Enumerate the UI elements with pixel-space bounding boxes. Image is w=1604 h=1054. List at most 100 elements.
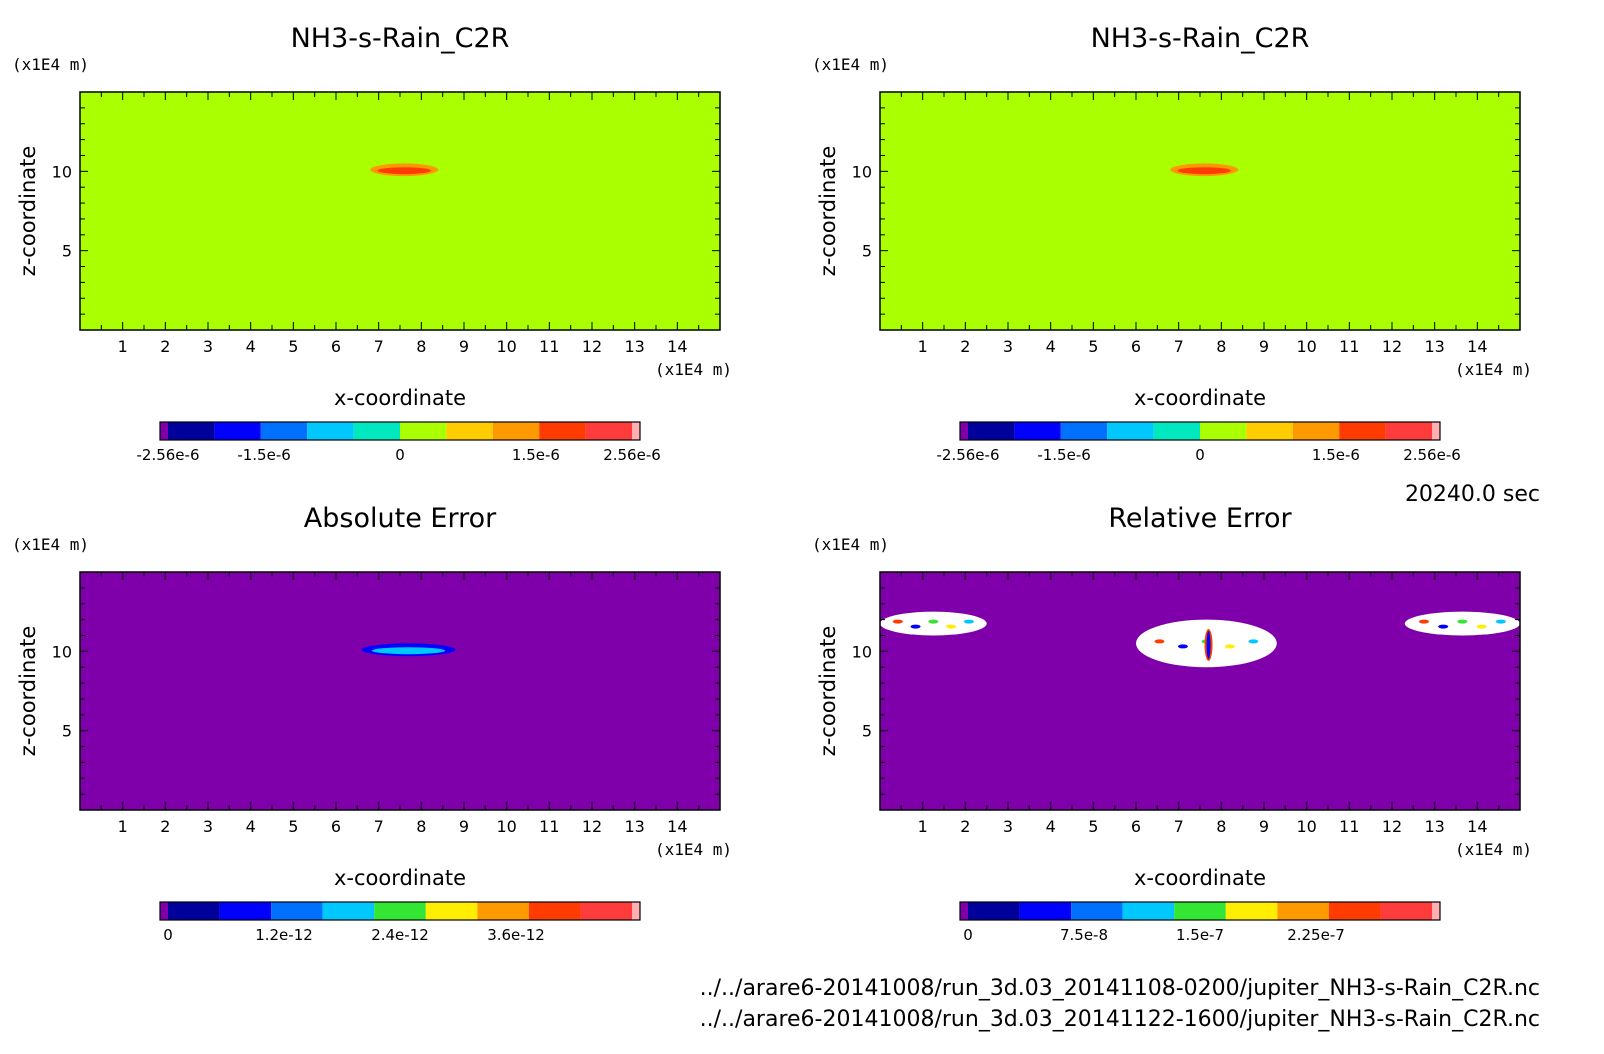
colorbar-segment: [1246, 422, 1293, 440]
x-tick-label: 1: [118, 817, 128, 836]
x-tick-label: 11: [539, 337, 559, 356]
x-tick-label: 14: [1467, 337, 1487, 356]
x-tick-label: 12: [1382, 337, 1402, 356]
x-tick-label: 5: [1088, 337, 1098, 356]
y-tick-label: 5: [62, 242, 72, 261]
colorbar-segment: [214, 422, 261, 440]
x-unit-label: (x1E4 m): [655, 360, 732, 379]
colorbar-segment: [271, 902, 323, 920]
plot-area: [880, 572, 1520, 810]
colorbar-segment: [960, 422, 968, 440]
plot-area: [80, 92, 720, 330]
x-tick-label: 10: [1296, 817, 1316, 836]
x-tick-label: 1: [918, 337, 928, 356]
colorbar-label: -2.56e-6: [937, 446, 1000, 464]
x-tick-label: 3: [1003, 337, 1013, 356]
chart-title: NH3-s-Rain_C2R: [291, 23, 510, 54]
colorbar-segment: [1174, 902, 1226, 920]
x-tick-label: 2: [160, 817, 170, 836]
colorbar-segment: [1200, 422, 1247, 440]
y-unit-label: (x1E4 m): [812, 55, 889, 74]
colorbar-label: 0: [163, 926, 173, 944]
colorbar-frame: [959, 421, 1441, 441]
colorbar-segment: [960, 902, 968, 920]
colorbar-frame: [159, 901, 641, 921]
colorbar-segment: [1071, 902, 1123, 920]
colorbar-label: -1.5e-6: [237, 446, 290, 464]
x-tick-label: 11: [539, 817, 559, 836]
colorbar-segment: [968, 422, 1015, 440]
contour-speck: [928, 619, 939, 624]
y-axis-label: z-coordinate: [16, 146, 40, 277]
colorbar-segment: [1385, 422, 1432, 440]
x-tick-label: 14: [667, 337, 687, 356]
colorbar-label: 1.5e-7: [1176, 926, 1224, 944]
x-tick-label: 6: [1131, 817, 1141, 836]
footer-path-2: ../../arare6-20141008/run_3d.03_20141122…: [699, 1007, 1540, 1032]
colorbar-segment: [322, 902, 375, 920]
colorbar-segment: [492, 422, 540, 440]
colorbar-segment: [1339, 422, 1386, 440]
y-tick-label: 5: [862, 242, 872, 261]
chart-panel-4: Relative Error(x1E4 m)1 2 3 4 5 6 7 8 9 10 11 12 13 1…: [812, 503, 1532, 944]
colorbar-segment: [1019, 902, 1072, 920]
x-tick-label: 13: [1424, 337, 1444, 356]
contour-feature-core: [377, 167, 431, 175]
x-tick-label: 12: [582, 337, 602, 356]
x-tick-label: 7: [374, 817, 384, 836]
x-tick-label: 3: [203, 817, 213, 836]
x-tick-label: 8: [416, 337, 426, 356]
y-tick-label: 10: [852, 162, 872, 181]
y-unit-label: (x1E4 m): [12, 55, 89, 74]
x-tick-label: 14: [1467, 817, 1487, 836]
y-axis-label: z-coordinate: [816, 146, 840, 277]
x-unit-label: (x1E4 m): [655, 840, 732, 859]
contour-speck: [910, 624, 921, 629]
colorbar-segment: [160, 902, 168, 920]
plot-area: [80, 572, 720, 810]
x-tick-label: 8: [416, 817, 426, 836]
colorbar-segment: [1380, 902, 1432, 920]
x-tick-label: 8: [1216, 817, 1226, 836]
contour-feature-core: [371, 647, 446, 655]
y-tick-label: 10: [52, 162, 72, 181]
colorbar-segment: [632, 422, 640, 440]
x-tick-label: 9: [459, 337, 469, 356]
colorbar-frame: [159, 421, 641, 441]
colorbar-segment: [1432, 902, 1440, 920]
x-axis-label: x-coordinate: [1134, 386, 1266, 410]
x-tick-label: 4: [246, 337, 256, 356]
y-tick-label: 10: [852, 642, 872, 661]
contour-speck: [1457, 619, 1468, 624]
x-axis-label: x-coordinate: [1134, 866, 1266, 890]
colorbar-segment: [1432, 422, 1440, 440]
x-tick-label: 10: [1296, 337, 1316, 356]
colorbar-segment: [400, 422, 447, 440]
contour-speck: [963, 619, 974, 624]
time-label: 20240.0 sec: [1404, 482, 1540, 507]
x-tick-label: 7: [374, 337, 384, 356]
x-tick-label: 2: [960, 817, 970, 836]
x-tick-label: 5: [1088, 817, 1098, 836]
x-unit-label: (x1E4 m): [1455, 360, 1532, 379]
footer-path-1: ../../arare6-20141008/run_3d.03_20141108…: [699, 976, 1540, 1001]
colorbar-segment: [1225, 902, 1278, 920]
colorbar-label: 3.6e-12: [487, 926, 545, 944]
x-tick-label: 3: [203, 337, 213, 356]
chart-title: Relative Error: [1108, 503, 1292, 534]
x-tick-label: 9: [1259, 337, 1269, 356]
x-tick-label: 5: [288, 337, 298, 356]
x-tick-label: 14: [667, 817, 687, 836]
x-tick-label: 8: [1216, 337, 1226, 356]
x-axis-label: x-coordinate: [334, 866, 466, 890]
x-tick-label: 1: [918, 817, 928, 836]
contour-feature: [880, 611, 987, 636]
x-tick-label: 6: [331, 817, 341, 836]
x-tick-label: 4: [246, 817, 256, 836]
colorbar-segment: [1292, 422, 1340, 440]
x-tick-label: 7: [1174, 817, 1184, 836]
contour-feature-core: [1177, 167, 1231, 175]
colorbar-segment: [1277, 902, 1329, 920]
x-tick-label: 4: [1046, 337, 1056, 356]
contour-speck: [1438, 624, 1449, 629]
